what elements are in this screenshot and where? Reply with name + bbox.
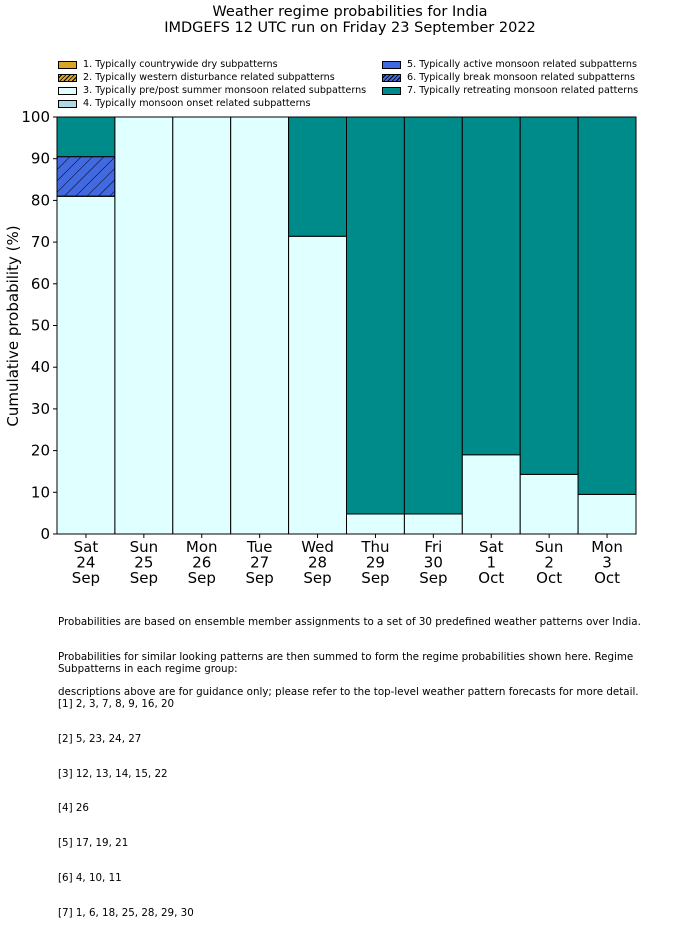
x-tick-label: Sep <box>130 569 158 587</box>
x-tick-label: Sep <box>188 569 216 587</box>
bar-segment-regime-3 <box>172 116 232 535</box>
bar-segment-regime-3 <box>56 195 116 535</box>
legend-swatch-4 <box>58 99 77 108</box>
subpattern-line-3: [3] 12, 13, 14, 15, 22 <box>58 767 168 780</box>
bar-segment-regime-7 <box>403 116 463 515</box>
legend-swatch-1 <box>58 60 77 69</box>
chart-plot: 0102030405060708090100Sat24SepSun25SepMo… <box>4 108 637 587</box>
legend-item-1: 1. Typically countrywide dry subpatterns <box>58 59 278 70</box>
y-tick-label: 70 <box>31 233 50 251</box>
y-tick-label: 50 <box>31 317 50 335</box>
legend-label-6: 6. Typically break monsoon related subpa… <box>407 72 635 83</box>
footnote-line-3: descriptions above are for guidance only… <box>58 685 639 698</box>
x-tick-label: Sep <box>72 569 100 587</box>
x-tick-label: Tue <box>246 538 273 556</box>
x-tick-label: Oct <box>536 569 562 587</box>
x-tick-label: Sat <box>74 538 99 556</box>
subpattern-line-4: [4] 26 <box>58 802 89 815</box>
subpattern-line-1: [1] 2, 3, 7, 8, 9, 16, 20 <box>58 697 175 710</box>
x-tick-label: Sep <box>361 569 389 587</box>
x-tick-label: 30 <box>424 554 443 572</box>
bar-segment-regime-3 <box>114 116 174 535</box>
legend-item-3: 3. Typically pre/post summer monsoon rel… <box>58 85 366 96</box>
legend-swatch-3 <box>58 86 77 95</box>
x-tick-label: Wed <box>301 538 334 556</box>
bar-segment-regime-7 <box>577 116 637 495</box>
x-tick-label: Sep <box>303 569 331 587</box>
x-tick-label: 24 <box>76 554 95 572</box>
x-tick-label: Thu <box>360 538 389 556</box>
legend-label-7: 7. Typically retreating monsoon related … <box>407 85 639 96</box>
bar-segment-regime-3 <box>461 454 521 535</box>
x-tick-label: 25 <box>134 554 153 572</box>
x-tick-label: 28 <box>308 554 327 572</box>
bar-segment-regime-3 <box>288 235 348 535</box>
legend-item-5: 5. Typically active monsoon related subp… <box>382 59 637 70</box>
x-tick-label: Sat <box>479 538 504 556</box>
subpattern-line-5: [5] 17, 19, 21 <box>58 837 129 850</box>
bar-segment-regime-3 <box>346 513 405 535</box>
subpatterns-heading: Subpatterns in each regime group: <box>58 663 238 676</box>
y-tick-label: 90 <box>31 150 50 168</box>
y-tick-label: 40 <box>31 358 50 376</box>
footnote-line-2: Probabilities for similar looking patter… <box>58 650 634 663</box>
subpattern-line-7: [7] 1, 6, 18, 25, 28, 29, 30 <box>58 906 194 919</box>
legend-item-2: 2. Typically western disturbance related… <box>58 72 335 83</box>
x-tick-label: Fri <box>424 538 442 556</box>
y-tick-label: 0 <box>40 525 50 543</box>
y-tick-label: 100 <box>21 108 50 126</box>
chart-subtitle: IMDGEFS 12 UTC run on Friday 23 Septembe… <box>164 20 536 36</box>
legend-label-3: 3. Typically pre/post summer monsoon rel… <box>83 85 367 96</box>
legend-item-4: 4. Typically monsoon onset related subpa… <box>58 98 310 109</box>
legend-swatch-5 <box>382 60 401 69</box>
bar-segment-regime-3 <box>403 513 463 535</box>
y-tick-label: 20 <box>31 442 50 460</box>
bar-segment-regime-3 <box>577 493 637 535</box>
footnote-line-1: Probabilities are based on ensemble memb… <box>58 616 641 629</box>
x-tick-label: 26 <box>192 554 211 572</box>
bar-segment-regime-7 <box>56 116 116 158</box>
x-tick-label: Sun <box>535 538 564 556</box>
bar-segment-regime-3 <box>230 116 290 535</box>
y-tick-label: 60 <box>31 275 50 293</box>
bar-segment-regime-7 <box>461 116 521 456</box>
subpattern-line-6: [6] 4, 10, 11 <box>58 871 122 884</box>
x-tick-label: 3 <box>602 554 612 572</box>
footnote: Probabilities are based on ensemble memb… <box>58 594 641 710</box>
x-tick-label: Oct <box>594 569 620 587</box>
y-axis-label: Cumulative probability (%) <box>4 225 22 426</box>
x-tick-label: Mon <box>591 538 623 556</box>
y-tick-label: 10 <box>31 483 50 501</box>
x-tick-label: 29 <box>366 554 385 572</box>
y-tick-label: 80 <box>31 191 50 209</box>
x-tick-label: 1 <box>486 554 496 572</box>
chart-title: Weather regime probabilities for India <box>212 4 488 20</box>
x-tick-label: 27 <box>250 554 269 572</box>
subpattern-line-2: [2] 5, 23, 24, 27 <box>58 732 142 745</box>
x-tick-label: Mon <box>186 538 218 556</box>
bar-segment-regime-7 <box>288 116 348 237</box>
legend-swatch-6 <box>382 73 401 82</box>
x-tick-label: Sep <box>419 569 447 587</box>
bar-segment-hatch <box>56 156 116 197</box>
legend-swatch-2 <box>58 73 77 82</box>
subpatterns: Subpatterns in each regime group: [1] 2,… <box>58 641 238 931</box>
x-tick-label: Sep <box>246 569 274 587</box>
legend-label-2: 2. Typically western disturbance related… <box>83 72 335 83</box>
x-tick-label: 2 <box>544 554 554 572</box>
y-tick-label: 30 <box>31 400 50 418</box>
x-tick-label: Sun <box>130 538 159 556</box>
legend-label-5: 5. Typically active monsoon related subp… <box>407 59 637 70</box>
legend-item-7: 7. Typically retreating monsoon related … <box>382 85 638 96</box>
bar-segment-regime-7 <box>346 116 405 515</box>
bar-segment-regime-3 <box>519 473 579 535</box>
legend-swatch-7 <box>382 86 401 95</box>
bar-segment-regime-7 <box>519 116 579 475</box>
legend-item-6: 6. Typically break monsoon related subpa… <box>382 72 635 83</box>
x-tick-label: Oct <box>478 569 504 587</box>
legend-label-1: 1. Typically countrywide dry subpatterns <box>83 59 278 70</box>
legend-label-4: 4. Typically monsoon onset related subpa… <box>83 98 311 109</box>
